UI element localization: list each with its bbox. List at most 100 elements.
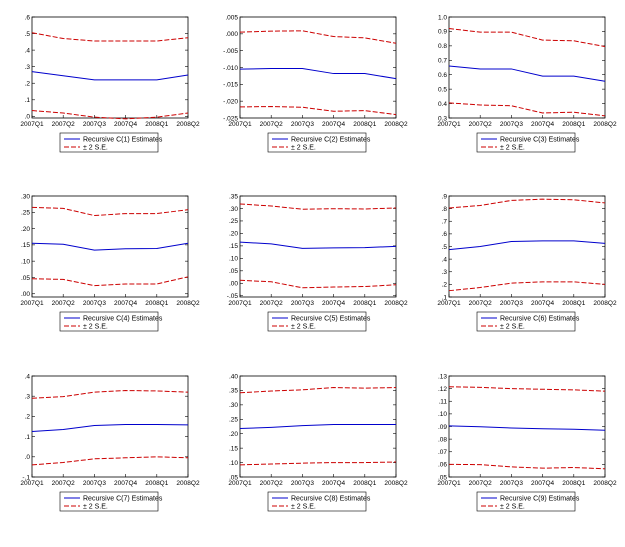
- y-tick-label: .20: [229, 431, 238, 438]
- x-tick-label: 2008Q2: [593, 480, 617, 487]
- series-line-lower: [31, 456, 189, 466]
- chart-panel-8: .05 .10 .15 .20 .25 .30 .35 .40 2007Q1 2007Q2 2007…: [228, 373, 408, 512]
- x-tick-label: 2008Q2: [384, 480, 408, 487]
- legend-label-band: ± 2 S.E.: [500, 503, 525, 510]
- x-tick-label: 2007Q2: [469, 480, 493, 487]
- y-tick-label: .06: [438, 462, 447, 469]
- x-tick-label: 2007Q1: [228, 121, 252, 128]
- series-line-estimate: [448, 425, 606, 431]
- y-tick-label: .20: [21, 226, 30, 233]
- x-tick-label: 2007Q1: [228, 480, 252, 487]
- y-tick-label: .8: [442, 206, 448, 213]
- legend-label-estimate: Recursive C(6) Estimates: [500, 315, 580, 322]
- y-tick-label: 0.4: [438, 101, 447, 108]
- series-line-estimate: [239, 423, 396, 430]
- legend-label-estimate: Recursive C(7) Estimates: [83, 495, 163, 502]
- chart-panel-4: .00 .05 .10 .15 .20 .25 .30 2007Q1 2007Q2 2007Q3 2…: [20, 193, 200, 332]
- series-line-upper: [31, 390, 189, 399]
- x-tick-label: 2008Q2: [176, 480, 200, 487]
- plot-frame: [31, 375, 189, 478]
- legend-label-estimate: Recursive C(4) Estimates: [83, 315, 163, 322]
- x-tick-label: 2008Q2: [593, 121, 617, 128]
- y-tick-label: -.1: [22, 474, 30, 481]
- y-tick-label: .30: [21, 193, 30, 200]
- series-line-estimate: [31, 423, 189, 433]
- legend-label-estimate: Recursive C(1) Estimates: [83, 136, 163, 143]
- x-tick-label: 2007Q1: [20, 121, 44, 128]
- x-tick-label: 2007Q3: [291, 121, 315, 128]
- series-line-lower: [31, 110, 189, 120]
- series-line-upper: [31, 206, 189, 217]
- legend: Recursive C(3) Estimates± 2 S.E.: [476, 132, 580, 153]
- y-tick-label: .30: [229, 206, 238, 213]
- series-line-upper: [239, 30, 397, 44]
- x-tick-label: 2007Q3: [500, 480, 524, 487]
- y-tick-label: .05: [21, 275, 30, 282]
- legend: Recursive C(4) Estimates± 2 S.E.: [59, 311, 163, 332]
- x-tick-label: 2007Q4: [114, 480, 138, 487]
- y-tick-label: .9: [442, 193, 448, 200]
- plot-frame: [239, 375, 397, 478]
- y-tick-label: .05: [229, 268, 238, 275]
- x-tick-label: 2007Q1: [20, 480, 44, 487]
- x-tick-label: 2008Q2: [176, 300, 200, 307]
- y-tick-label: .25: [229, 218, 238, 225]
- x-tick-label: 2007Q4: [114, 300, 138, 307]
- y-tick-label: .09: [438, 424, 447, 431]
- series-line-estimate: [31, 242, 189, 251]
- y-tick-label: .0: [25, 114, 31, 121]
- x-tick-label: 2007Q1: [437, 300, 461, 307]
- x-tick-label: 2007Q1: [437, 480, 461, 487]
- legend-label-band: ± 2 S.E.: [83, 144, 108, 151]
- y-tick-label: .00: [21, 291, 30, 298]
- y-tick-label: .7: [442, 219, 448, 226]
- y-tick-label: -.015: [223, 82, 238, 89]
- series-line-lower: [31, 276, 189, 287]
- legend: Recursive C(6) Estimates± 2 S.E.: [476, 311, 580, 332]
- y-tick-label: 0.9: [438, 29, 447, 36]
- legend-label-estimate: Recursive C(9) Estimates: [500, 495, 580, 502]
- x-tick-label: 2007Q3: [291, 300, 315, 307]
- x-tick-label: 2007Q4: [531, 480, 555, 487]
- legend-box: [267, 311, 367, 332]
- x-tick-label: 2007Q1: [20, 300, 44, 307]
- y-tick-label: -.020: [223, 98, 238, 105]
- x-tick-label: 2007Q2: [469, 121, 493, 128]
- x-tick-label: 2008Q1: [562, 300, 586, 307]
- legend: Recursive C(5) Estimates± 2 S.E.: [267, 311, 371, 332]
- x-tick-label: 2007Q3: [83, 300, 107, 307]
- chart-panel-2: -.025 -.020 -.015 -.010 -.005 .000 .005 2007Q1 2…: [223, 14, 408, 153]
- x-tick-label: 2007Q3: [83, 121, 107, 128]
- legend-box: [59, 491, 159, 512]
- x-tick-label: 2007Q3: [291, 480, 315, 487]
- x-tick-label: 2008Q1: [145, 300, 169, 307]
- legend-label-band: ± 2 S.E.: [500, 323, 525, 330]
- chart-panel-1: .0 .1 .2 .3 .4 .5 .6 2007Q1 2007Q2 2007Q3 2007Q4 20…: [20, 14, 200, 153]
- x-tick-label: 2007Q2: [260, 121, 284, 128]
- x-tick-label: 2007Q3: [500, 121, 524, 128]
- series-line-lower: [239, 106, 397, 116]
- legend-box: [267, 132, 367, 153]
- x-tick-label: 2008Q1: [353, 300, 377, 307]
- x-tick-label: 2007Q4: [322, 300, 346, 307]
- series-line-upper: [239, 387, 397, 394]
- y-tick-label: 1.0: [438, 14, 447, 21]
- y-tick-label: .3: [442, 269, 448, 276]
- series-line-lower: [239, 279, 397, 289]
- legend-box: [476, 311, 576, 332]
- y-tick-label: -.005: [223, 48, 238, 55]
- legend-box: [476, 491, 576, 512]
- series-line-lower: [448, 281, 606, 292]
- y-tick-label: 0.5: [438, 86, 447, 93]
- x-tick-label: 2007Q2: [52, 480, 76, 487]
- y-tick-label: .0: [25, 454, 31, 461]
- y-tick-label: .1: [442, 294, 448, 301]
- y-tick-label: .4: [25, 47, 31, 54]
- legend-label-estimate: Recursive C(3) Estimates: [500, 136, 580, 143]
- legend: Recursive C(8) Estimates± 2 S.E.: [267, 491, 371, 512]
- series-line-upper: [239, 203, 397, 210]
- series-line-estimate: [448, 65, 606, 82]
- y-tick-label: .15: [229, 243, 238, 250]
- legend: Recursive C(1) Estimates± 2 S.E.: [59, 132, 163, 153]
- y-tick-label: .10: [229, 256, 238, 263]
